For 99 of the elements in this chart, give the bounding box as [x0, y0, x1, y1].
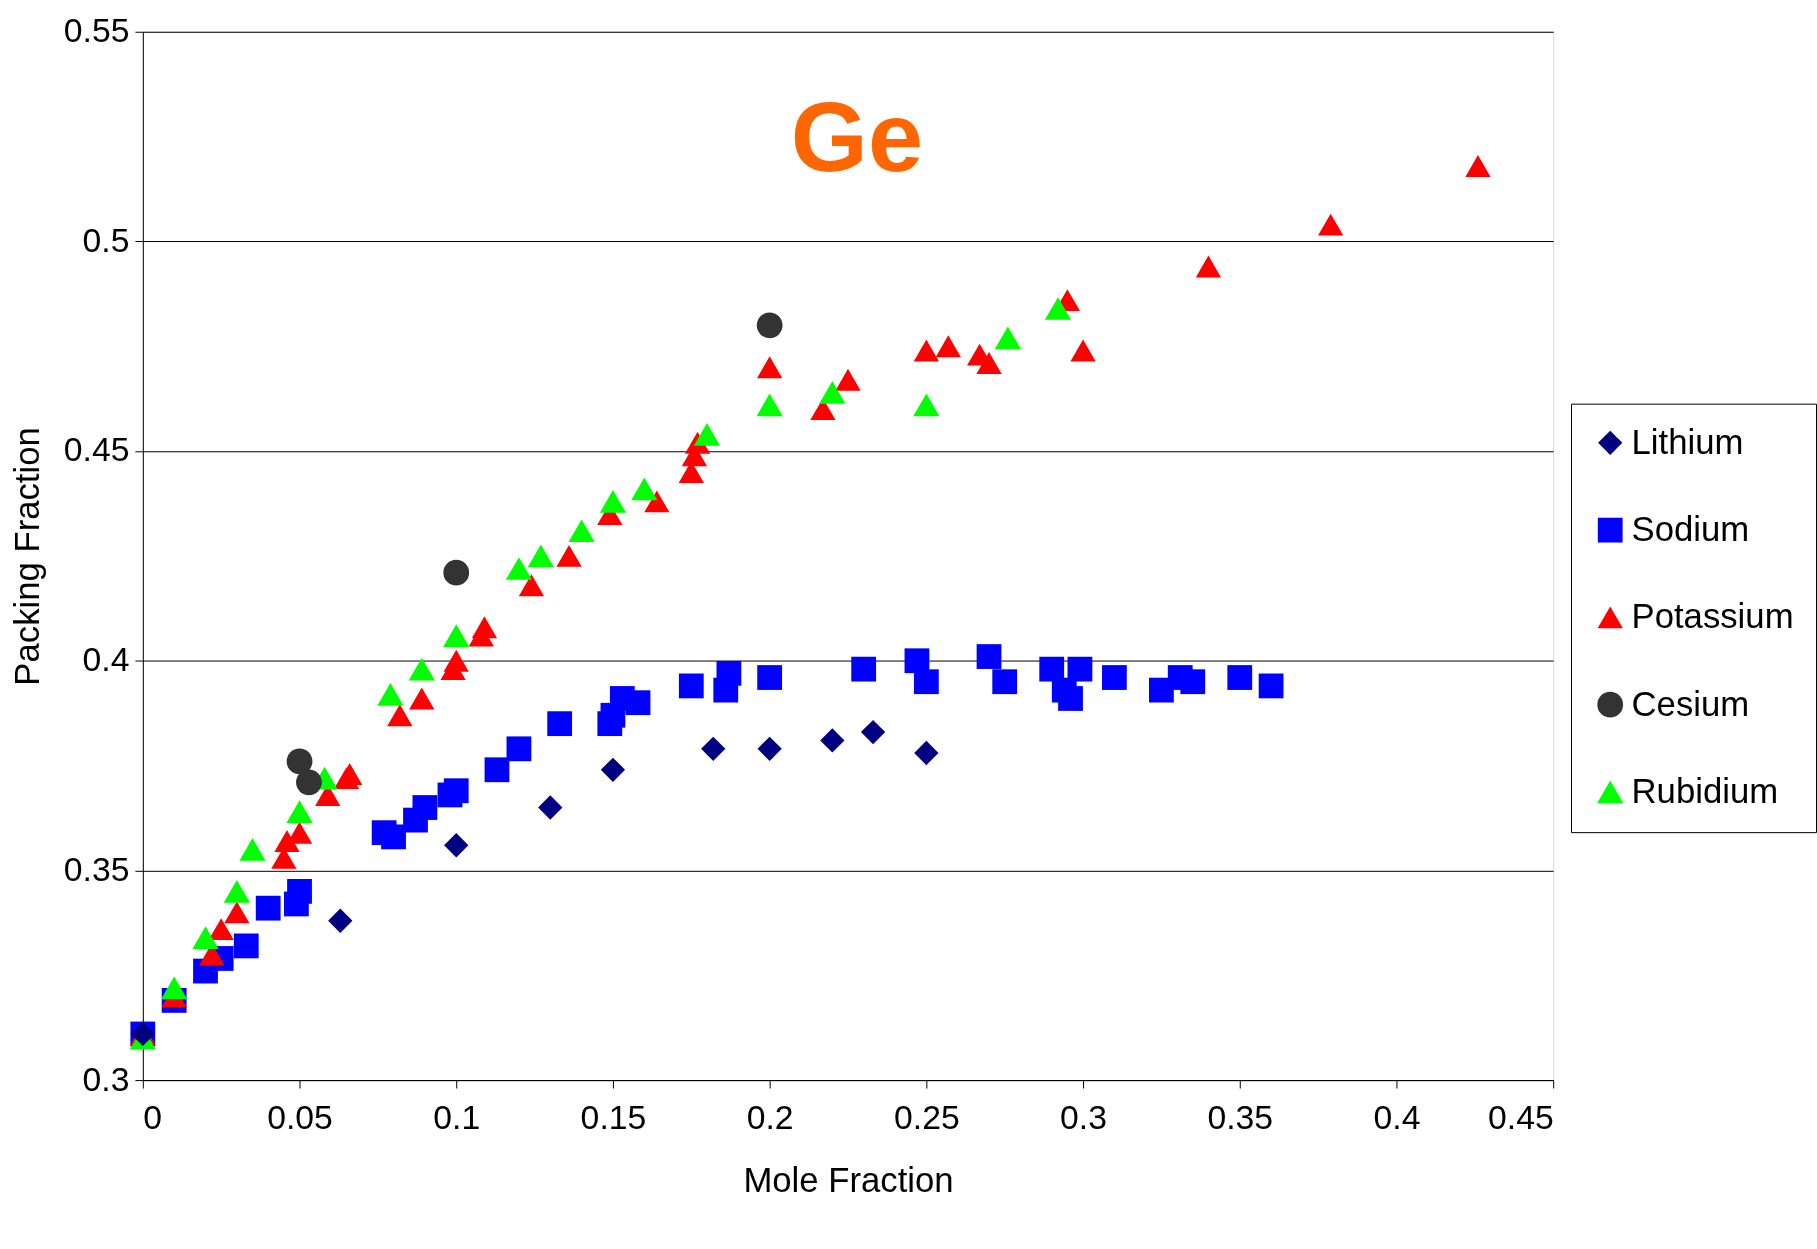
point: [255, 895, 281, 921]
point: [992, 669, 1018, 695]
point: [328, 908, 353, 933]
point: [412, 795, 438, 820]
text: Ge: [790, 80, 924, 192]
point: [756, 312, 783, 339]
y-axis-title: Packing Fraction: [8, 427, 46, 686]
point: [757, 665, 783, 690]
legend-label: Cesium: [1631, 684, 1750, 723]
point: [1070, 339, 1096, 362]
x-tick-label: 0.45: [1488, 1098, 1554, 1137]
point: [701, 736, 726, 761]
x-tick-label: 0.3: [1060, 1098, 1107, 1137]
point: [1058, 686, 1083, 711]
x-tick-label: 0.05: [267, 1098, 333, 1137]
point: [599, 490, 627, 513]
point: [935, 335, 961, 358]
point: [538, 795, 563, 820]
point: [860, 719, 886, 745]
point: [757, 356, 783, 379]
point: [756, 393, 783, 417]
point: [820, 728, 845, 753]
point: [443, 649, 469, 672]
point: [518, 574, 545, 597]
point: [239, 838, 266, 861]
point: [408, 657, 435, 681]
legend-label: Sodium: [1631, 510, 1750, 549]
x-tick-label: 0.1: [433, 1098, 481, 1137]
y-tick-label: 0.3: [82, 1059, 130, 1098]
point: [377, 682, 404, 706]
point: [678, 673, 704, 699]
point: [444, 833, 469, 858]
point: [443, 778, 469, 804]
point: [1180, 669, 1206, 695]
point: [600, 757, 626, 782]
point: [568, 519, 595, 543]
point: [286, 800, 313, 824]
x-tick-label: 0.4: [1373, 1098, 1421, 1137]
point: [976, 644, 1002, 669]
point: [505, 557, 533, 580]
legend-label: Potassium: [1631, 597, 1794, 636]
x-tick-label: 0.15: [580, 1098, 647, 1137]
point: [914, 740, 939, 766]
point: [1258, 673, 1284, 699]
point: [287, 878, 312, 904]
point: [1102, 665, 1127, 690]
point: [381, 824, 406, 850]
point: [1039, 656, 1065, 682]
point: [286, 748, 313, 775]
point: [835, 368, 861, 391]
point: [1227, 665, 1253, 690]
point: [976, 352, 1002, 374]
point: [556, 544, 582, 567]
x-tick-label: 0.2: [746, 1098, 794, 1137]
point: [716, 660, 742, 686]
point: [337, 763, 363, 785]
x-axis-title: Mole Fraction: [743, 1160, 954, 1199]
y-tick-label: 0.5: [82, 220, 130, 259]
y-tick-label: 0.45: [63, 430, 130, 469]
point: [443, 624, 470, 647]
y-tick-label: 0.35: [63, 849, 130, 888]
y-tick-label: 0.55: [63, 11, 130, 50]
point: [233, 933, 259, 959]
x-tick-label: 0.25: [894, 1098, 960, 1137]
point: [1465, 154, 1491, 177]
point: [1318, 213, 1344, 236]
point: [631, 477, 658, 501]
legend-label: Lithium: [1631, 422, 1744, 461]
point: [484, 757, 510, 783]
point: [913, 669, 939, 695]
y-tick-label: 0.4: [82, 640, 130, 679]
point: [506, 736, 532, 762]
point: [819, 381, 846, 404]
point: [851, 656, 877, 682]
point: [409, 687, 435, 710]
point: [387, 704, 413, 727]
point: [1067, 656, 1093, 682]
point: [208, 918, 234, 941]
point: [527, 544, 554, 568]
point: [913, 393, 940, 417]
legend-label: Rubidium: [1631, 771, 1779, 810]
x-tick-label: 0.35: [1207, 1098, 1274, 1137]
point: [1044, 297, 1072, 320]
point: [224, 901, 250, 924]
x-tick-label: 0: [143, 1098, 163, 1137]
point: [192, 926, 219, 949]
point: [1195, 255, 1222, 278]
point: [994, 326, 1021, 350]
point: [161, 976, 188, 1000]
point: [693, 422, 721, 446]
point: [223, 880, 250, 903]
point: [644, 490, 670, 513]
point: [625, 690, 651, 716]
point: [757, 736, 782, 761]
point: [296, 769, 322, 796]
point: [443, 559, 470, 586]
point: [471, 616, 498, 639]
point: [913, 339, 939, 362]
point: [547, 711, 573, 737]
